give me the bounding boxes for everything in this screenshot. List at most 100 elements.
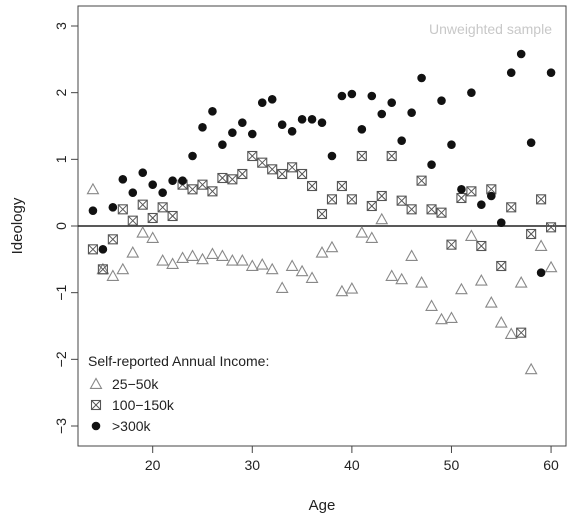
data-point-open-triangle — [325, 240, 339, 253]
data-point-open-triangle — [355, 226, 369, 238]
data-point-boxed-x — [137, 199, 148, 210]
data-point-boxed-x — [267, 164, 278, 175]
data-point-open-triangle — [484, 296, 498, 308]
x-tick-label: 40 — [344, 457, 360, 473]
data-point-filled-circle — [198, 123, 207, 132]
legend-marker-boxed-x — [90, 399, 102, 411]
data-point-filled-circle — [108, 203, 118, 212]
x-tick-label: 60 — [543, 457, 559, 473]
data-point-filled-circle — [367, 91, 377, 101]
data-point-open-triangle — [514, 276, 528, 288]
boxed-x-diagonal — [207, 186, 218, 197]
data-point-boxed-x — [97, 264, 108, 275]
boxed-x-diagonal — [267, 164, 278, 175]
data-point-open-triangle — [345, 282, 359, 294]
data-point-boxed-x — [157, 202, 168, 213]
boxed-x-diagonal — [117, 204, 128, 215]
data-point-filled-circle — [88, 206, 98, 215]
data-point-boxed-x — [406, 204, 417, 215]
data-point-boxed-x — [356, 150, 367, 162]
boxed-x-diagonal — [366, 201, 377, 211]
series-filled-circle — [88, 49, 556, 277]
boxed-x-square — [536, 194, 547, 205]
data-point-filled-circle — [128, 188, 138, 197]
boxed-x-square — [227, 174, 238, 185]
data-point-boxed-x — [396, 195, 407, 206]
data-point-open-triangle — [375, 212, 389, 225]
data-point-filled-circle — [377, 109, 387, 119]
data-point-open-triangle — [494, 316, 508, 328]
data-point-filled-circle — [546, 68, 556, 77]
boxed-x-diagonal — [157, 202, 168, 213]
data-point-open-triangle — [335, 284, 349, 297]
data-point-filled-circle — [297, 115, 307, 124]
data-point-open-triangle — [295, 264, 309, 277]
y-tick-label: 3 — [53, 22, 69, 30]
boxed-x-square — [546, 222, 557, 233]
data-point-boxed-x — [416, 175, 427, 186]
boxed-x-diagonal — [108, 234, 118, 245]
data-point-boxed-x — [446, 239, 457, 250]
data-point-boxed-x — [466, 186, 477, 197]
data-point-open-triangle — [116, 262, 130, 275]
boxed-x-square — [217, 172, 228, 184]
boxed-x-square — [297, 168, 308, 180]
boxed-x-square — [306, 180, 318, 192]
boxed-x-diagonal — [496, 261, 507, 271]
data-point-boxed-x — [376, 190, 387, 202]
boxed-x-diagonal — [327, 194, 337, 205]
data-point-filled-circle — [158, 188, 167, 197]
data-point-open-triangle — [255, 258, 269, 270]
boxed-x-diagonal — [446, 239, 457, 250]
data-point-filled-circle — [357, 125, 367, 134]
boxed-x-diagonal — [406, 204, 417, 215]
boxed-x-square — [326, 194, 338, 205]
boxed-x-square — [526, 228, 537, 240]
boxed-x-square — [90, 399, 102, 411]
data-point-filled-circle — [427, 160, 436, 169]
boxed-x-square — [396, 195, 407, 206]
boxed-x-square — [87, 244, 98, 255]
data-point-filled-circle — [188, 151, 197, 161]
y-tick-label: −3 — [53, 418, 69, 434]
boxed-x-diagonal — [337, 181, 347, 191]
data-point-open-triangle — [385, 269, 399, 281]
boxed-x-diagonal — [416, 175, 427, 186]
data-point-boxed-x — [326, 194, 338, 205]
data-point-open-triangle — [395, 272, 409, 285]
x-tick-label: 30 — [244, 457, 260, 473]
data-point-boxed-x — [297, 168, 308, 180]
boxed-x-diagonal — [227, 174, 238, 185]
boxed-x-square — [436, 207, 447, 218]
boxed-x-square — [197, 179, 208, 190]
boxed-x-diagonal — [277, 169, 288, 179]
boxed-x-diagonal — [536, 194, 546, 205]
data-point-open-triangle — [534, 239, 548, 251]
data-point-filled-circle — [447, 140, 456, 149]
data-point-filled-circle — [257, 98, 267, 107]
data-point-filled-circle — [516, 49, 526, 59]
data-point-boxed-x — [506, 202, 517, 213]
boxed-x-diagonal — [546, 222, 556, 233]
data-point-open-triangle — [206, 247, 219, 259]
boxed-x-diagonal — [257, 157, 268, 168]
data-point-boxed-x — [426, 204, 437, 215]
data-point-open-triangle — [285, 259, 299, 271]
y-axis-title: Ideology — [9, 197, 26, 254]
boxed-x-diagonal — [506, 202, 517, 213]
data-point-open-triangle — [86, 182, 100, 195]
data-point-filled-circle — [536, 268, 546, 277]
boxed-x-diagonal — [356, 151, 367, 161]
data-points — [86, 49, 558, 375]
data-point-open-triangle — [524, 362, 538, 375]
data-point-open-triangle — [156, 254, 170, 266]
data-point-boxed-x — [516, 327, 527, 338]
legend-entry-label: 25−50k — [112, 376, 159, 392]
data-point-boxed-x — [167, 210, 178, 222]
data-point-open-triangle — [415, 276, 429, 288]
data-point-filled-circle — [247, 129, 257, 139]
data-point-open-triangle — [464, 229, 478, 241]
data-point-filled-circle — [118, 175, 128, 184]
boxed-x-square — [157, 202, 168, 213]
data-point-boxed-x — [87, 244, 98, 255]
